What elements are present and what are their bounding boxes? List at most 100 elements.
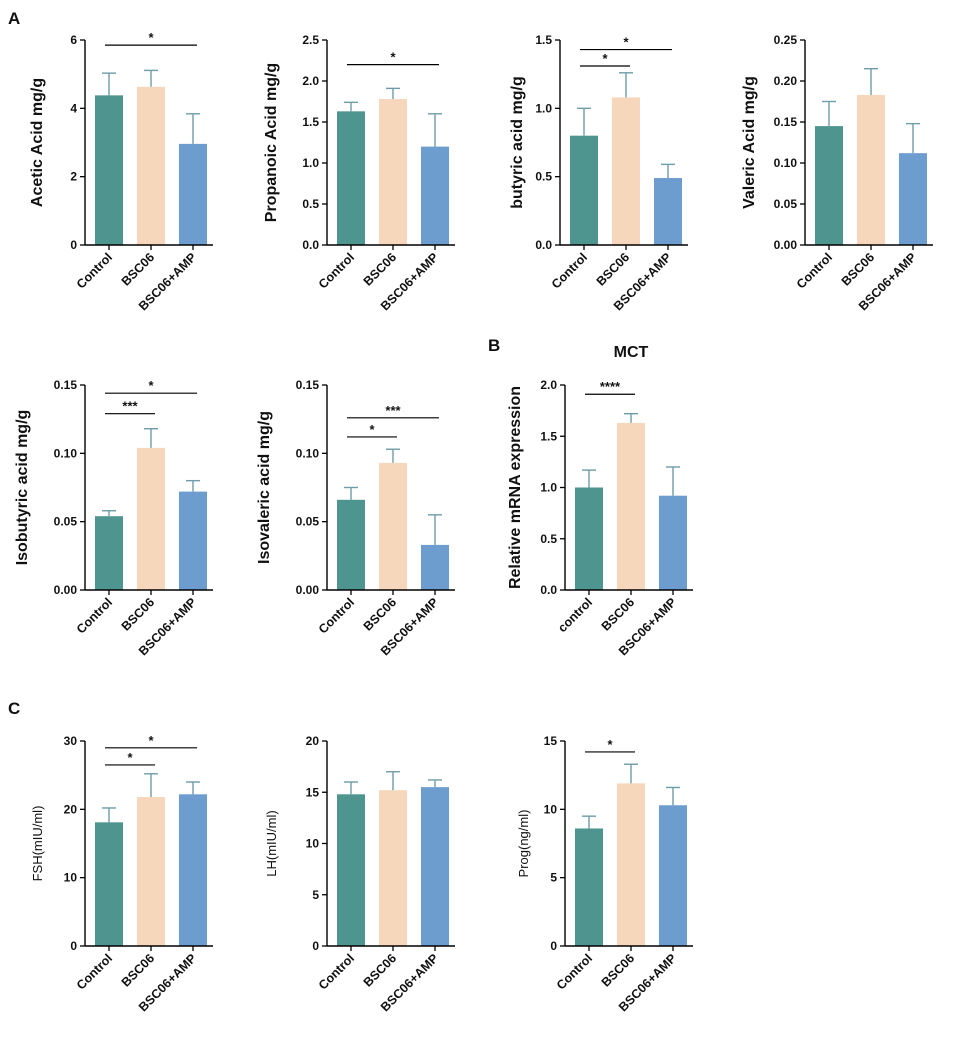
- y-tick-label: 5: [550, 871, 557, 885]
- bar-bsc06: [379, 462, 407, 590]
- y-tick-label: 0.05: [296, 515, 320, 529]
- y-tick-label: 0.0: [535, 238, 552, 252]
- bar-bsc06: [612, 97, 640, 246]
- x-tick-label: Control: [316, 595, 357, 636]
- bar-bsc06: [617, 783, 645, 946]
- y-tick-label: 0.05: [774, 197, 798, 211]
- bar-control: [815, 126, 843, 245]
- bar-bsc06-amp: [421, 146, 449, 245]
- x-tick-label: BSC06: [839, 250, 877, 288]
- panel-letter-c: C: [8, 699, 21, 718]
- x-tick-label: control: [555, 595, 595, 635]
- x-tick-label: Control: [74, 250, 115, 291]
- x-tick-label: BSC06: [599, 951, 637, 989]
- y-tick-label: 1.5: [302, 115, 319, 129]
- y-tick-label: 0.0: [540, 583, 557, 597]
- y-tick-label: 0.15: [54, 378, 78, 392]
- y-axis-label: Isovaleric acid mg/g: [256, 411, 273, 564]
- y-tick-label: 0.10: [774, 156, 798, 170]
- y-tick-label: 1.5: [540, 429, 557, 443]
- chart-title: MCT: [614, 344, 649, 361]
- y-tick-label: 2: [70, 170, 77, 184]
- x-tick-label: BSC06: [361, 951, 399, 989]
- y-tick-label: 0.15: [296, 378, 320, 392]
- y-tick-label: 20: [64, 802, 78, 816]
- y-tick-label: 0.15: [774, 115, 798, 129]
- significance-label: *: [148, 733, 154, 748]
- bar-bsc06-amp: [179, 491, 207, 590]
- y-tick-label: 0.00: [54, 583, 78, 597]
- significance-label: *: [390, 50, 396, 65]
- significance-label: *: [607, 737, 613, 752]
- x-tick-label: Control: [549, 250, 590, 291]
- y-axis-label: butyric acid mg/g: [509, 76, 526, 208]
- x-tick-label: Control: [316, 951, 357, 992]
- significance-label: *: [127, 750, 133, 765]
- bar-bsc06-amp: [179, 143, 207, 245]
- significance-label: ****: [600, 379, 621, 394]
- x-tick-label: Control: [316, 250, 357, 291]
- x-tick-label: BSC06: [119, 951, 157, 989]
- y-tick-label: 10: [306, 837, 320, 851]
- x-tick-label: Control: [794, 250, 835, 291]
- bar-bsc06: [137, 797, 165, 946]
- y-tick-label: 0.5: [535, 170, 552, 184]
- y-tick-label: 20: [306, 734, 320, 748]
- y-axis-label: Prog(ng/ml): [516, 810, 531, 878]
- bar-control: [337, 499, 365, 590]
- bar-bsc06-amp: [654, 178, 682, 245]
- x-tick-label: BSC06: [594, 250, 632, 288]
- y-tick-label: 30: [64, 734, 78, 748]
- bar-bsc06-amp: [421, 544, 449, 590]
- y-tick-label: 0.25: [774, 33, 798, 47]
- y-tick-label: 1.5: [535, 33, 552, 47]
- bar-bsc06: [857, 94, 885, 245]
- bar-bsc06: [137, 86, 165, 245]
- x-tick-label: Control: [554, 951, 595, 992]
- panel-letter-a: A: [8, 9, 21, 28]
- y-tick-label: 0: [70, 238, 77, 252]
- y-tick-label: 4: [70, 101, 77, 115]
- y-tick-label: 1.0: [535, 101, 552, 115]
- bar-bsc06-amp: [179, 794, 207, 946]
- bar-control: [95, 516, 123, 590]
- y-axis-label: Isobutyric acid mg/g: [14, 410, 31, 566]
- y-axis-label: Relative mRNA expression: [507, 386, 524, 589]
- bar-bsc06-amp: [421, 787, 449, 946]
- bar-bsc06: [617, 422, 645, 590]
- x-tick-label: BSC06: [361, 250, 399, 288]
- bar-bsc06-amp: [659, 495, 687, 590]
- significance-label: *: [602, 51, 608, 66]
- significance-label: *: [369, 422, 375, 437]
- bar-control: [337, 111, 365, 245]
- y-tick-label: 0.05: [54, 515, 78, 529]
- y-tick-label: 0.5: [540, 532, 557, 546]
- y-tick-label: 0.10: [296, 446, 320, 460]
- y-tick-label: 0: [70, 939, 77, 953]
- x-tick-label: BSC06: [361, 595, 399, 633]
- bar-control: [95, 822, 123, 946]
- bar-control: [337, 794, 365, 946]
- y-tick-label: 2.0: [302, 74, 319, 88]
- y-tick-label: 1.0: [540, 481, 557, 495]
- x-tick-label: BSC06: [119, 595, 157, 633]
- y-axis-label: LH(mIU/ml): [264, 810, 279, 876]
- y-tick-label: 0.20: [774, 74, 798, 88]
- y-tick-label: 5: [312, 888, 319, 902]
- bar-control: [575, 828, 603, 946]
- y-tick-label: 6: [70, 33, 77, 47]
- x-tick-label: Control: [74, 595, 115, 636]
- significance-label: *: [623, 35, 629, 50]
- x-tick-label: Control: [74, 951, 115, 992]
- bar-bsc06-amp: [659, 805, 687, 946]
- y-axis-label: Acetic Acid mg/g: [29, 78, 46, 207]
- bar-bsc06: [379, 790, 407, 946]
